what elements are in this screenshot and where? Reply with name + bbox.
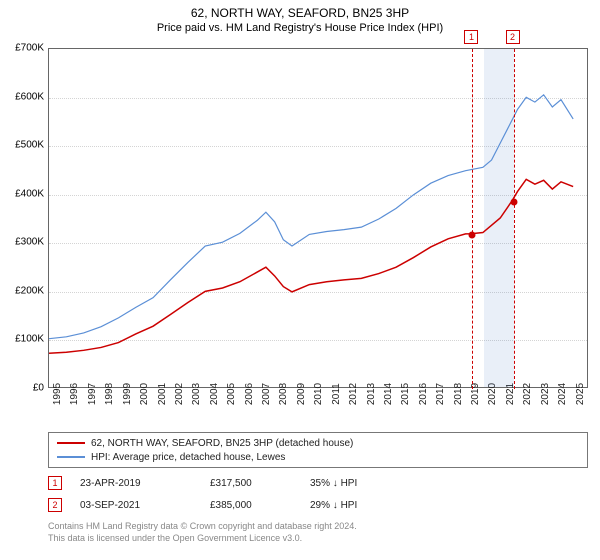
marker-line-1 [472, 49, 473, 389]
sale-pct: 29% ↓ HPI [310, 500, 430, 511]
legend-swatch [57, 442, 85, 444]
y-axis-label: £600K [2, 91, 44, 102]
licence-line2: This data is licensed under the Open Gov… [48, 532, 357, 544]
marker-line-2 [514, 49, 515, 389]
y-axis-label: £700K [2, 43, 44, 54]
series-property [49, 179, 573, 353]
legend-label: 62, NORTH WAY, SEAFORD, BN25 3HP (detach… [91, 438, 353, 449]
legend-box: 62, NORTH WAY, SEAFORD, BN25 3HP (detach… [48, 432, 588, 468]
legend-row: 62, NORTH WAY, SEAFORD, BN25 3HP (detach… [57, 436, 579, 450]
chart-container: 62, NORTH WAY, SEAFORD, BN25 3HP Price p… [0, 0, 600, 560]
licence-text: Contains HM Land Registry data © Crown c… [48, 520, 357, 544]
sale-badge: 1 [48, 476, 62, 490]
marker-badge-2: 2 [506, 30, 520, 44]
legend-row: HPI: Average price, detached house, Lewe… [57, 450, 579, 464]
y-axis-label: £0 [2, 383, 44, 394]
sale-price: £317,500 [210, 478, 310, 489]
sale-badge: 2 [48, 498, 62, 512]
y-axis-label: £100K [2, 334, 44, 345]
series-hpi [49, 95, 573, 339]
marker-dot-2 [510, 199, 517, 206]
sales-table: 1 23-APR-2019£317,50035% ↓ HPI 2 03-SEP-202… [48, 472, 430, 516]
sale-row: 1 23-APR-2019£317,50035% ↓ HPI [48, 472, 430, 494]
sale-row: 2 03-SEP-2021£385,00029% ↓ HPI [48, 494, 430, 516]
sale-pct: 35% ↓ HPI [310, 478, 430, 489]
y-axis-label: £200K [2, 285, 44, 296]
sale-price: £385,000 [210, 500, 310, 511]
legend-label: HPI: Average price, detached house, Lewe… [91, 452, 285, 463]
plot-area [48, 48, 588, 388]
licence-line1: Contains HM Land Registry data © Crown c… [48, 520, 357, 532]
marker-dot-1 [469, 231, 476, 238]
line-series-svg [49, 49, 587, 387]
legend-swatch [57, 456, 85, 458]
chart-title: 62, NORTH WAY, SEAFORD, BN25 3HP [0, 0, 600, 20]
y-axis-label: £500K [2, 140, 44, 151]
y-axis-label: £300K [2, 237, 44, 248]
y-axis-label: £400K [2, 188, 44, 199]
sale-date: 23-APR-2019 [80, 478, 210, 489]
sale-date: 03-SEP-2021 [80, 500, 210, 511]
marker-badge-1: 1 [464, 30, 478, 44]
